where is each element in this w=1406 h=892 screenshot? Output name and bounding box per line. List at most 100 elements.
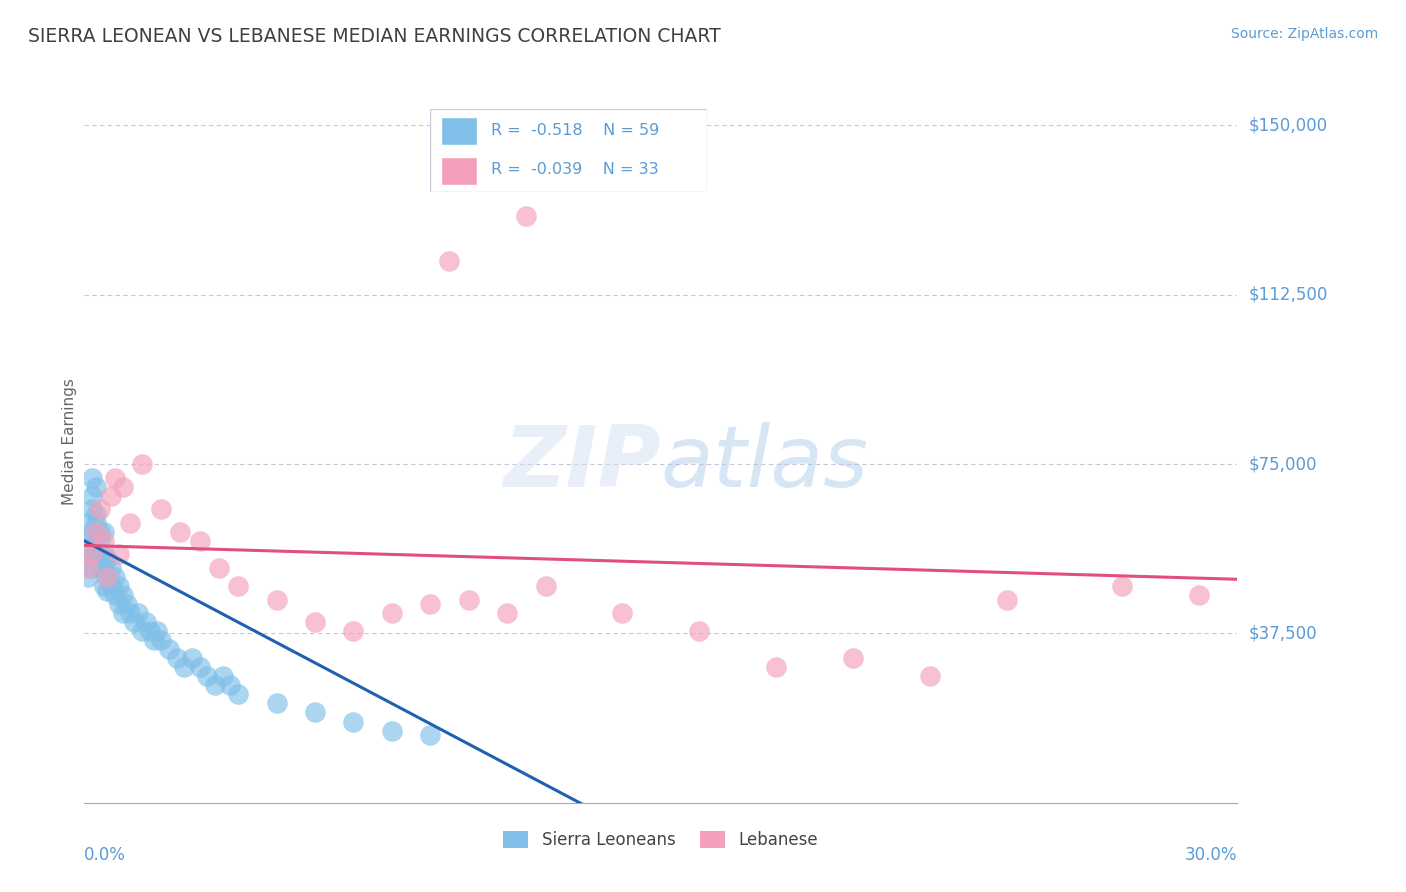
Point: [842, 651, 865, 665]
Point: [188, 533, 211, 548]
Point: [515, 209, 537, 223]
Point: [342, 714, 364, 729]
Point: [111, 588, 134, 602]
Point: [80, 524, 103, 539]
Point: [89, 502, 111, 516]
Text: atlas: atlas: [661, 422, 869, 505]
Point: [80, 548, 103, 562]
Point: [995, 592, 1018, 607]
Point: [195, 669, 218, 683]
Point: [115, 597, 138, 611]
Point: [127, 606, 149, 620]
Point: [226, 579, 249, 593]
Point: [111, 480, 134, 494]
Point: [96, 570, 118, 584]
Point: [84, 524, 107, 539]
Point: [96, 570, 118, 584]
Point: [77, 516, 100, 530]
Point: [612, 606, 634, 620]
Point: [381, 723, 404, 738]
Point: [77, 552, 100, 566]
Point: [89, 533, 111, 548]
Point: [419, 728, 441, 742]
Point: [100, 579, 122, 593]
Point: [89, 548, 111, 562]
Text: $150,000: $150,000: [1249, 117, 1327, 135]
Text: ZIP: ZIP: [503, 422, 661, 505]
Point: [84, 533, 107, 548]
Point: [89, 524, 111, 539]
Point: [77, 570, 100, 584]
Point: [93, 548, 115, 562]
Y-axis label: Median Earnings: Median Earnings: [62, 378, 77, 505]
Point: [208, 561, 231, 575]
Point: [135, 615, 157, 630]
Point: [439, 253, 461, 268]
Point: [80, 548, 103, 562]
Point: [120, 516, 142, 530]
Point: [100, 489, 122, 503]
Point: [80, 470, 103, 484]
Point: [173, 660, 195, 674]
Point: [84, 480, 107, 494]
Point: [1188, 588, 1211, 602]
Point: [104, 588, 127, 602]
Point: [169, 524, 191, 539]
Point: [108, 548, 131, 562]
Point: [166, 651, 188, 665]
Point: [150, 502, 173, 516]
Text: Source: ZipAtlas.com: Source: ZipAtlas.com: [1230, 27, 1378, 41]
Point: [77, 533, 100, 548]
Point: [93, 579, 115, 593]
Point: [765, 660, 787, 674]
Point: [96, 583, 118, 598]
Text: $112,500: $112,500: [1249, 285, 1327, 304]
Point: [138, 624, 160, 639]
Point: [80, 489, 103, 503]
Point: [150, 633, 173, 648]
Text: SIERRA LEONEAN VS LEBANESE MEDIAN EARNINGS CORRELATION CHART: SIERRA LEONEAN VS LEBANESE MEDIAN EARNIN…: [28, 27, 721, 45]
Point: [266, 592, 288, 607]
Point: [342, 624, 364, 639]
Point: [131, 457, 153, 471]
Point: [219, 678, 242, 692]
Point: [80, 502, 103, 516]
Point: [93, 561, 115, 575]
Point: [108, 579, 131, 593]
Point: [918, 669, 941, 683]
Point: [93, 524, 115, 539]
Point: [204, 678, 226, 692]
Text: 30.0%: 30.0%: [1185, 847, 1237, 864]
Point: [304, 706, 326, 720]
Point: [381, 606, 404, 620]
Point: [419, 597, 441, 611]
Point: [181, 651, 204, 665]
Point: [496, 606, 519, 620]
Point: [120, 606, 142, 620]
Point: [1111, 579, 1133, 593]
Text: $75,000: $75,000: [1249, 455, 1317, 473]
Point: [104, 470, 127, 484]
Point: [84, 507, 107, 521]
Point: [457, 592, 479, 607]
Point: [142, 633, 165, 648]
Point: [157, 642, 180, 657]
Point: [89, 561, 111, 575]
Point: [124, 615, 146, 630]
Point: [304, 615, 326, 630]
Point: [100, 561, 122, 575]
Point: [131, 624, 153, 639]
Point: [146, 624, 169, 639]
Point: [84, 516, 107, 530]
Point: [93, 533, 115, 548]
Point: [211, 669, 233, 683]
Point: [534, 579, 557, 593]
Text: $37,500: $37,500: [1249, 624, 1317, 642]
Point: [266, 697, 288, 711]
Point: [108, 597, 131, 611]
Point: [688, 624, 710, 639]
Point: [77, 561, 100, 575]
Legend: Sierra Leoneans, Lebanese: Sierra Leoneans, Lebanese: [496, 824, 825, 856]
Text: 0.0%: 0.0%: [84, 847, 127, 864]
Point: [111, 606, 134, 620]
